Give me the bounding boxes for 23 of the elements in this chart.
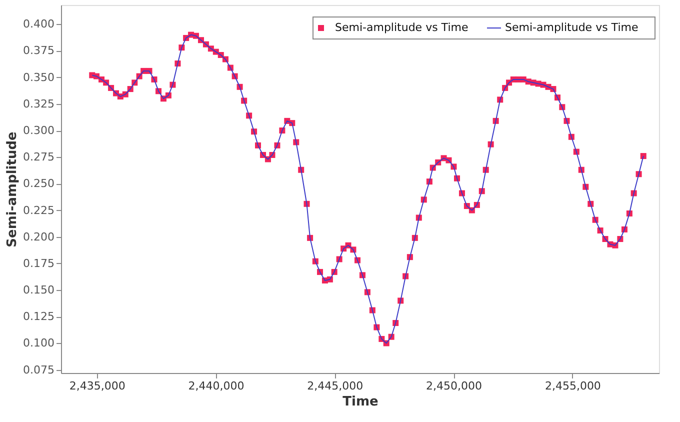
y-tick-label: 0.150 <box>23 284 54 297</box>
x-tick-label: 2,450,000 <box>426 380 482 392</box>
y-tick-label: 0.325 <box>23 97 54 110</box>
y-axis-title: Semi-amplitude <box>5 131 20 248</box>
y-tick-label: 0.075 <box>23 363 54 376</box>
x-axis-title: Time <box>342 394 379 410</box>
y-tick-label: 0.100 <box>23 336 54 350</box>
y-tick-label: 0.250 <box>23 177 54 190</box>
y-tick-label: 0.350 <box>23 70 54 84</box>
y-tick-label: 0.375 <box>23 44 54 58</box>
x-tick-label: 2,440,000 <box>188 380 244 392</box>
y-tick-label: 0.275 <box>23 150 54 164</box>
y-tick-label: 0.225 <box>23 204 54 217</box>
x-tick-label: 2,445,000 <box>307 380 364 392</box>
y-tick-label: 0.200 <box>23 230 54 244</box>
y-tick-label: 0.125 <box>23 310 54 324</box>
legend-label: Semi-amplitude vs Time <box>335 21 468 34</box>
x-tick-label: 2,435,000 <box>69 380 126 392</box>
y-tick-label: 0.300 <box>23 124 54 138</box>
y-tick-label: 0.175 <box>23 256 54 270</box>
legend-label: Semi-amplitude vs Time <box>505 21 638 34</box>
y-tick-label: 0.400 <box>23 18 54 31</box>
x-tick-label: 2,455,000 <box>544 380 601 392</box>
